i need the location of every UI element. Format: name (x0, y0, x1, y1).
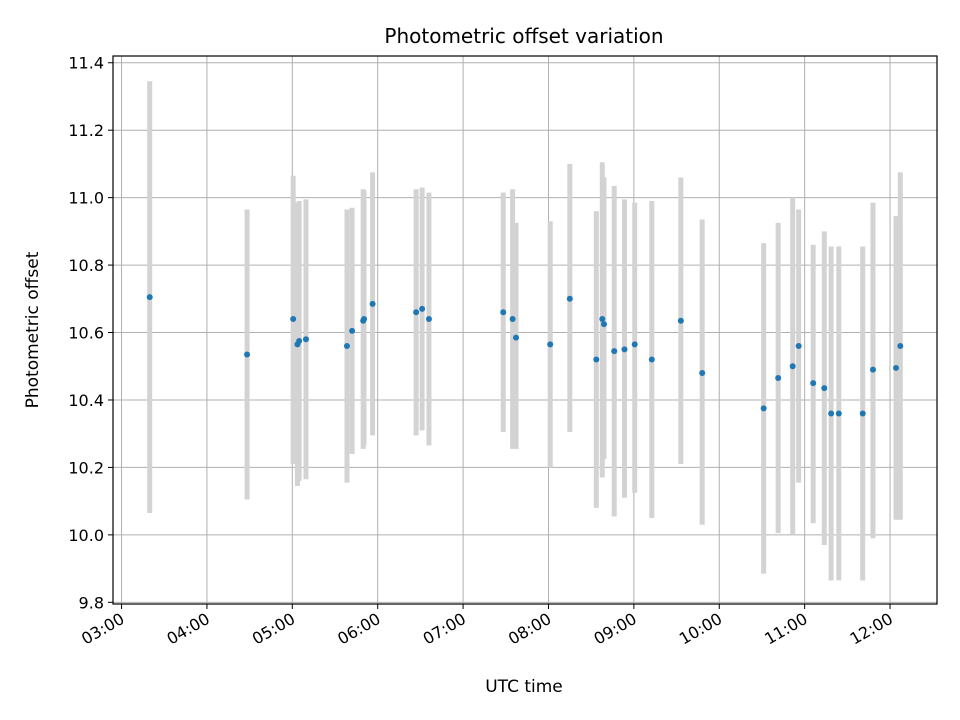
data-point (699, 369, 706, 376)
data-point (828, 410, 835, 417)
data-point (599, 316, 606, 323)
data-point (789, 363, 796, 370)
data-point (760, 405, 767, 412)
y-tick-label: 10.6 (68, 324, 104, 343)
y-tick-label: 11.2 (68, 121, 104, 140)
y-axis-label: Photometric offset (23, 251, 43, 408)
data-point (547, 341, 554, 348)
data-point (349, 327, 356, 334)
data-point (893, 364, 900, 371)
data-point (611, 348, 618, 355)
data-points (146, 294, 904, 417)
data-point (621, 346, 628, 353)
data-point (810, 380, 817, 387)
data-point (425, 316, 432, 323)
data-point (290, 316, 297, 323)
data-point (146, 294, 153, 301)
data-point (500, 309, 507, 316)
data-point (302, 336, 309, 343)
data-point (513, 334, 520, 341)
y-tick-label: 9.8 (79, 593, 104, 612)
data-point (566, 295, 573, 302)
y-tick-label: 10.8 (68, 256, 104, 275)
data-point (677, 317, 684, 324)
data-point (343, 343, 350, 350)
data-point (631, 341, 638, 348)
data-point (775, 375, 782, 382)
y-tick-label: 11.0 (68, 189, 104, 208)
plot-frame (112, 55, 938, 605)
y-tick-label: 10.0 (68, 526, 104, 545)
x-axis-label: UTC time (485, 677, 563, 697)
data-point (296, 337, 303, 344)
data-point (369, 300, 376, 307)
data-point (859, 410, 866, 417)
data-point (413, 309, 420, 316)
data-point (648, 356, 655, 363)
data-point (509, 316, 516, 323)
data-point (244, 351, 251, 358)
y-axis-ticks: 9.8 10.0 10.2 10.4 10.6 10.8 11.0 11.2 11.4 (68, 54, 113, 612)
data-point (835, 410, 842, 417)
data-point (821, 385, 828, 392)
data-point (361, 316, 368, 323)
data-point (419, 305, 426, 312)
data-point (869, 366, 876, 373)
data-point (897, 343, 904, 350)
chart-title: Photometric offset variation (384, 24, 663, 48)
y-tick-label: 11.4 (68, 54, 104, 73)
y-tick-label: 10.2 (68, 458, 104, 477)
y-tick-label: 10.4 (68, 391, 104, 410)
data-point (600, 321, 607, 328)
data-point (593, 356, 600, 363)
data-point (795, 343, 802, 350)
